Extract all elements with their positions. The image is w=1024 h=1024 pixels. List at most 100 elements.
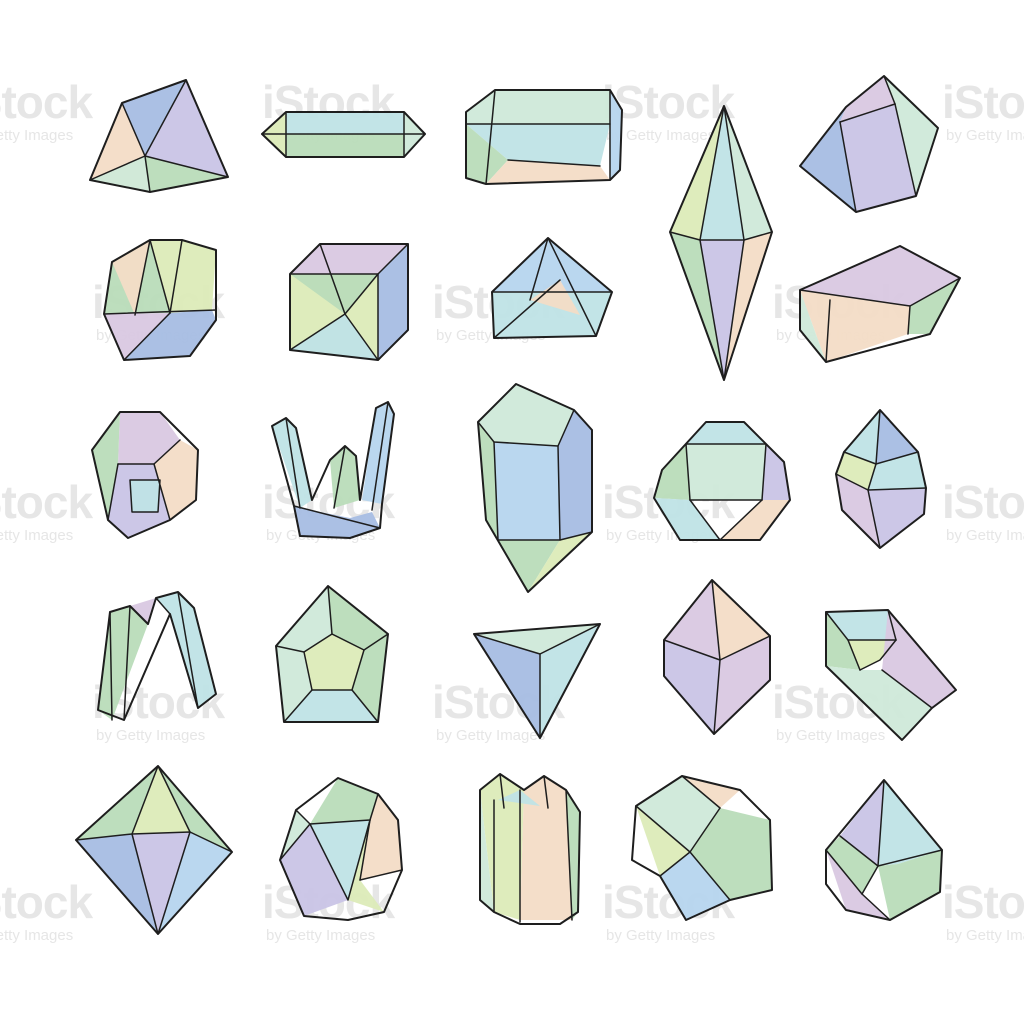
gem-facet xyxy=(498,790,540,806)
gem-facet xyxy=(378,244,408,360)
gem-edge xyxy=(907,305,911,335)
gem-edge xyxy=(293,505,381,529)
gem-round-faceted xyxy=(279,777,403,921)
gem-facet xyxy=(112,240,150,315)
gem-facet xyxy=(104,313,170,360)
gem-edge xyxy=(283,689,313,723)
gem-facet xyxy=(660,852,730,920)
gem-rhomb xyxy=(663,579,771,735)
gem-edge xyxy=(659,851,691,877)
gem-dodecahedron xyxy=(653,421,791,541)
gem-tetrahedron xyxy=(89,79,229,193)
gem-facet xyxy=(124,310,216,360)
gem-facet xyxy=(290,314,378,360)
gem-edge xyxy=(144,155,151,193)
gem-edge xyxy=(279,823,311,861)
gem-facet xyxy=(360,794,402,880)
gem-edge xyxy=(877,779,885,867)
gem-outline xyxy=(825,609,957,741)
gem-facet xyxy=(826,836,878,894)
gem-facet xyxy=(826,666,932,740)
gem-facet xyxy=(690,808,772,900)
gem-facet xyxy=(156,592,216,708)
gem-edge xyxy=(887,609,897,641)
gem-edge xyxy=(144,79,187,157)
gem-facet xyxy=(878,850,942,920)
gem-outline xyxy=(91,411,199,539)
gem-block xyxy=(465,89,623,185)
gem-edge xyxy=(103,309,217,315)
gem-edge xyxy=(177,591,199,709)
watermark-credit: by Getty Images xyxy=(946,527,1024,544)
gem-edge xyxy=(825,611,861,671)
gem-facet xyxy=(610,90,622,180)
gem-facet xyxy=(664,640,720,734)
gem-edge xyxy=(275,645,305,653)
gem-facet xyxy=(908,278,960,334)
gem-facet xyxy=(466,124,508,184)
gem-facet xyxy=(878,780,942,866)
gem-facet xyxy=(304,634,364,690)
gem-outline xyxy=(491,237,613,339)
gem-edge xyxy=(89,155,146,181)
gem-facet xyxy=(686,444,766,500)
gem-facet xyxy=(836,474,880,548)
gem-facet xyxy=(478,384,574,446)
gem-facet xyxy=(280,824,348,916)
gem-edge xyxy=(883,75,896,105)
gem-small-faceted xyxy=(835,409,927,549)
gem-collection xyxy=(75,75,961,935)
gem-edge xyxy=(351,689,379,723)
gem-outline xyxy=(653,421,791,541)
gem-edge xyxy=(557,445,561,541)
gem-facet xyxy=(654,444,690,500)
gem-edge xyxy=(155,597,171,615)
gem-facet xyxy=(558,410,592,540)
gem-edge xyxy=(543,775,549,809)
gem-facet xyxy=(290,244,408,274)
gem-facet xyxy=(636,806,690,876)
gem-edge xyxy=(881,669,933,709)
gem-facet xyxy=(636,776,720,852)
watermark-credit: by Getty Images xyxy=(606,927,715,944)
gem-facet xyxy=(840,76,895,122)
gem-pentagon-cut xyxy=(275,585,389,723)
gem-facet xyxy=(276,646,312,722)
gem-edge xyxy=(839,103,896,123)
gem-facet xyxy=(480,774,524,920)
gem-edge xyxy=(507,159,601,167)
gem-facet xyxy=(492,238,612,292)
gem-arch-prisms xyxy=(97,591,217,721)
gem-flat-wedge xyxy=(491,237,613,339)
gem-facet xyxy=(286,112,404,134)
gem-edge xyxy=(153,463,171,521)
gem-edge xyxy=(131,833,159,935)
gem-edge xyxy=(825,299,831,363)
gem-facet xyxy=(478,422,498,540)
gem-facet xyxy=(714,636,770,734)
gem-edge xyxy=(894,103,917,197)
gem-outline xyxy=(477,383,593,593)
gem-edge xyxy=(75,831,233,853)
gem-outline xyxy=(465,89,623,185)
gem-facet xyxy=(122,80,186,156)
gem-facet xyxy=(494,442,560,540)
gem-long-shard xyxy=(669,105,773,381)
gem-facet xyxy=(840,104,916,212)
gem-edge xyxy=(681,775,721,809)
gem-outline xyxy=(261,111,426,158)
gem-outline xyxy=(89,79,229,193)
gem-edge xyxy=(685,443,691,501)
gem-inverted-pyramid xyxy=(473,623,601,739)
gem-facet xyxy=(868,488,926,548)
gem-outline xyxy=(825,779,943,921)
gem-facet xyxy=(294,506,380,538)
gem-crystal-cluster xyxy=(271,401,395,539)
gem-edge xyxy=(121,102,146,157)
gem-column-cluster xyxy=(479,773,581,925)
gem-edge xyxy=(157,765,191,833)
gem-tall-prism xyxy=(477,383,593,593)
gem-facet xyxy=(826,610,896,640)
watermark-credit: by Getty Images xyxy=(0,927,73,944)
